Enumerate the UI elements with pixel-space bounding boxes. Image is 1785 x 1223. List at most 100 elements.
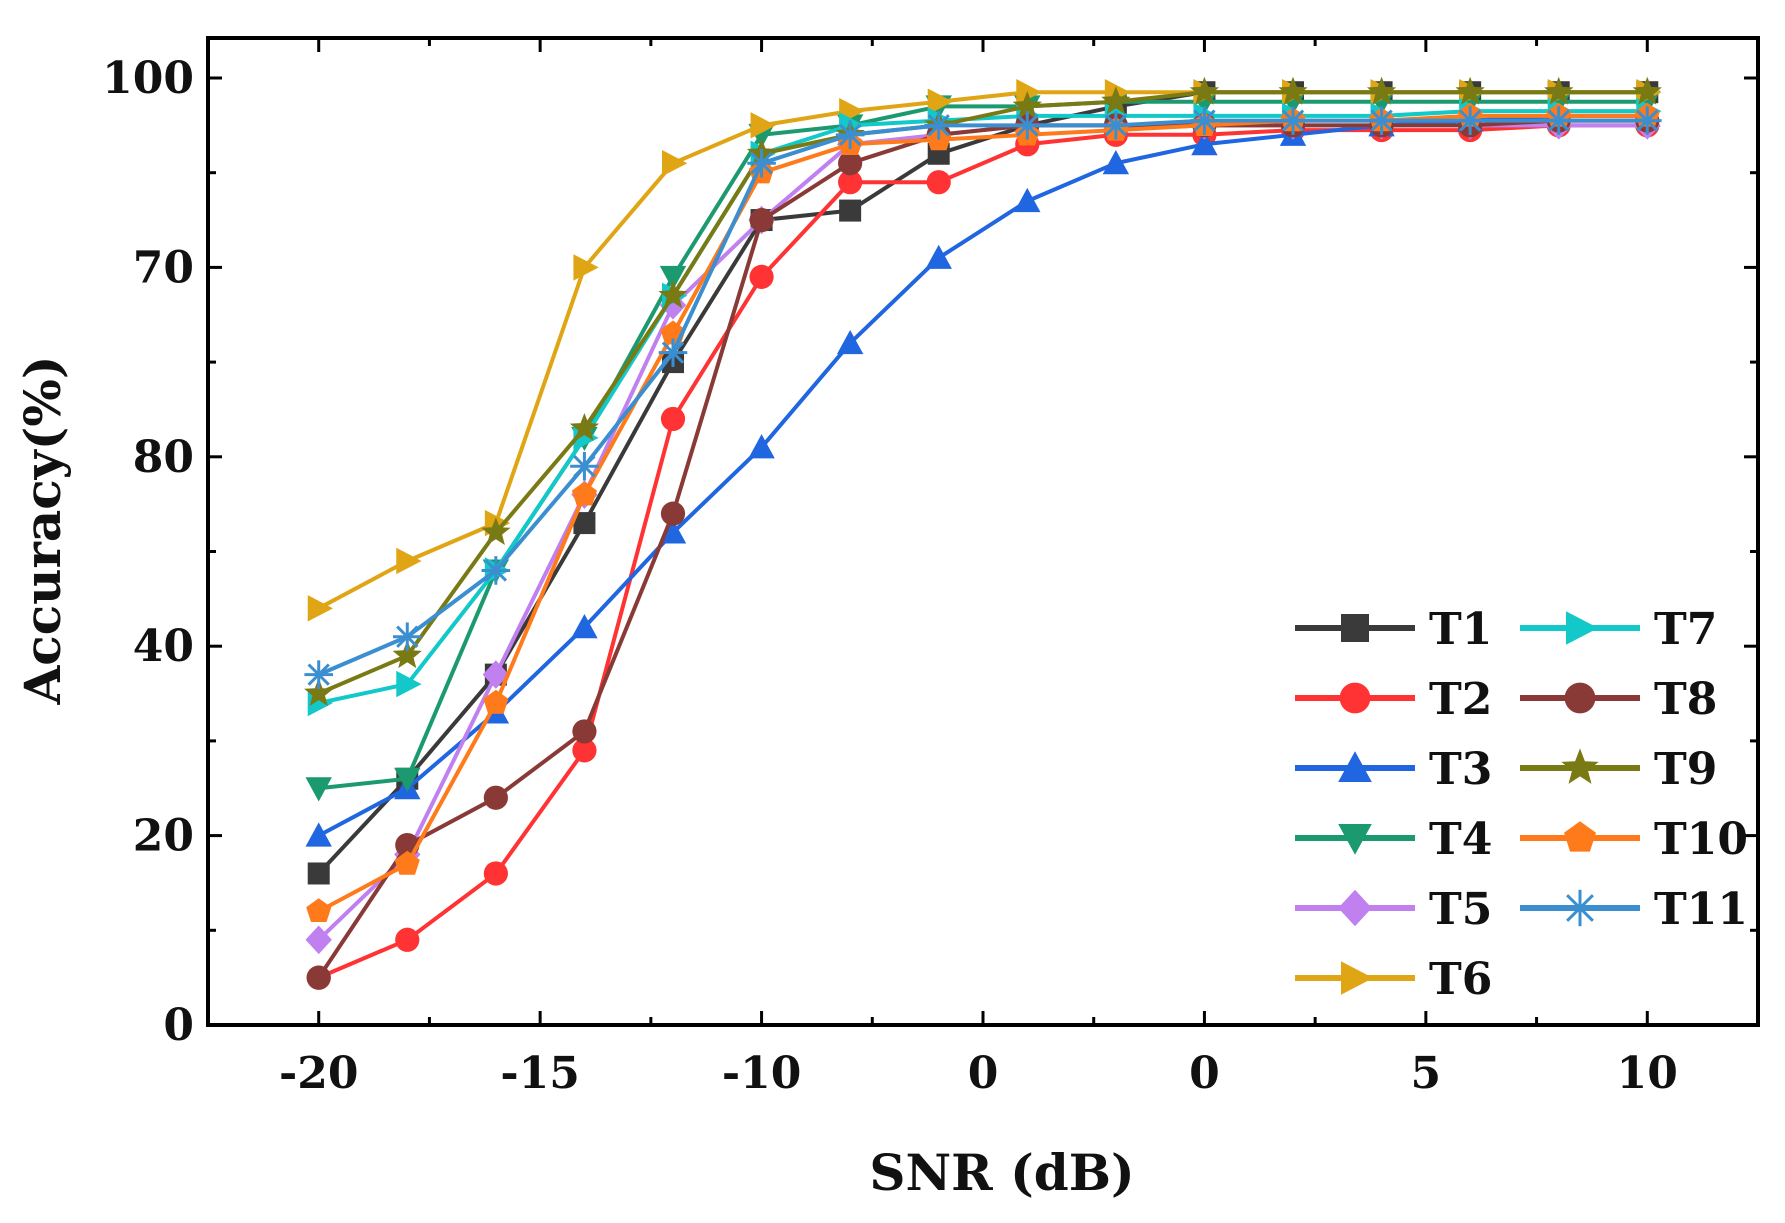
data-point-t2	[572, 738, 597, 763]
data-point-t6	[307, 595, 334, 622]
data-point-t9	[304, 678, 334, 706]
legend-marker	[1339, 682, 1371, 714]
data-point-t9	[1101, 86, 1131, 115]
series-t10	[306, 102, 1660, 922]
legend-label: T5	[1429, 884, 1492, 935]
legend-item-t6: T6	[1295, 954, 1492, 1005]
data-point-t9	[1189, 76, 1220, 105]
data-point-t11	[1632, 106, 1662, 135]
data-point-t11	[392, 622, 422, 652]
data-point-t9	[392, 640, 422, 669]
y-tick-label: 70	[133, 242, 194, 293]
data-point-t11	[1544, 106, 1574, 135]
data-point-t4	[305, 777, 332, 802]
data-point-t9	[481, 517, 511, 545]
data-point-t9	[1455, 76, 1485, 105]
data-point-t8	[660, 501, 686, 526]
series-line-t11	[317, 118, 1648, 677]
data-point-t9	[1366, 76, 1397, 105]
data-point-t11	[747, 148, 776, 178]
data-point-t10	[571, 481, 597, 506]
legend-marker	[1341, 614, 1369, 642]
data-point-t5	[305, 925, 332, 955]
legend-item-t1: T1	[1295, 604, 1492, 655]
data-point-t11	[1190, 106, 1219, 135]
data-point-t3	[571, 614, 598, 639]
series-line-t10	[317, 113, 1648, 914]
data-point-t11	[1101, 111, 1131, 140]
legend-label: T2	[1429, 674, 1492, 725]
data-point-t11	[1278, 106, 1308, 135]
y-tick-label: 0	[163, 1000, 194, 1051]
data-point-t10	[394, 850, 420, 875]
legend-item-t11: T11	[1520, 884, 1748, 935]
data-point-t4	[659, 265, 687, 291]
data-point-t2	[395, 927, 420, 952]
legend-label: T11	[1654, 884, 1748, 935]
series-line-t9	[317, 90, 1648, 696]
data-point-t9	[1012, 91, 1042, 119]
data-point-t1	[573, 512, 596, 535]
data-point-t2	[838, 170, 863, 195]
x-tick-label: 0	[968, 1048, 999, 1099]
y-tick-label: 80	[133, 432, 194, 483]
data-point-t8	[572, 719, 597, 744]
series-line-t3	[317, 113, 1648, 838]
data-point-t6	[1016, 79, 1042, 106]
plot-frame	[206, 36, 1760, 1027]
data-point-t11	[924, 111, 954, 140]
legend-label: T8	[1654, 674, 1717, 725]
x-axis-title: SNR (dB)	[869, 1143, 1134, 1202]
data-point-t9	[1544, 76, 1574, 105]
data-point-t11	[658, 338, 688, 367]
data-point-t11	[304, 660, 334, 689]
legend-label: T10	[1654, 814, 1748, 865]
data-point-t3	[925, 244, 952, 269]
data-point-t9	[1278, 76, 1308, 105]
x-tick-label: -20	[279, 1048, 359, 1099]
data-point-t3	[836, 329, 864, 355]
legend-marker	[1564, 682, 1596, 714]
data-point-t8	[306, 965, 331, 990]
x-tick-label: 10	[1617, 1048, 1678, 1099]
data-point-t6	[750, 112, 776, 139]
series-t11	[304, 106, 1662, 689]
legend-marker	[1564, 821, 1596, 852]
x-tick-label: -15	[500, 1048, 580, 1099]
data-point-t11	[1012, 111, 1042, 140]
data-point-t11	[1455, 106, 1485, 135]
series-line-t6	[317, 90, 1648, 611]
data-point-t6	[573, 254, 599, 281]
y-axis-title: Accuracy(%)	[13, 355, 72, 705]
data-point-t8	[838, 151, 863, 176]
data-point-t11	[1367, 106, 1396, 135]
legend-marker	[1561, 748, 1599, 784]
series-group	[304, 76, 1662, 990]
data-point-t9	[1632, 76, 1662, 105]
data-point-t3	[1191, 131, 1218, 156]
data-point-t11	[481, 556, 511, 585]
data-point-t11	[835, 120, 865, 150]
data-point-t4	[394, 767, 421, 792]
legend-item-t10: T10	[1520, 814, 1748, 865]
data-point-t6	[396, 547, 422, 575]
legend-marker	[1566, 611, 1599, 645]
legend-item-t5: T5	[1295, 884, 1492, 935]
x-tick-label: -10	[722, 1048, 802, 1099]
data-point-t11	[570, 451, 599, 481]
legend-marker	[1338, 751, 1372, 782]
data-point-t1	[839, 199, 862, 222]
y-tick-label: 40	[133, 621, 194, 672]
series-line-t2	[317, 123, 1648, 980]
legend-item-t2: T2	[1295, 674, 1492, 725]
legend-marker	[1341, 961, 1374, 995]
legend: T1 T2 T3 T4 T5 T6 T7 T8 T9 T10 T11	[1295, 604, 1748, 1005]
legend-item-t3: T3	[1295, 744, 1492, 795]
legend-label: T9	[1654, 744, 1717, 795]
data-point-t2	[749, 264, 774, 289]
data-point-t2	[483, 861, 508, 886]
legend-label: T1	[1429, 604, 1492, 655]
